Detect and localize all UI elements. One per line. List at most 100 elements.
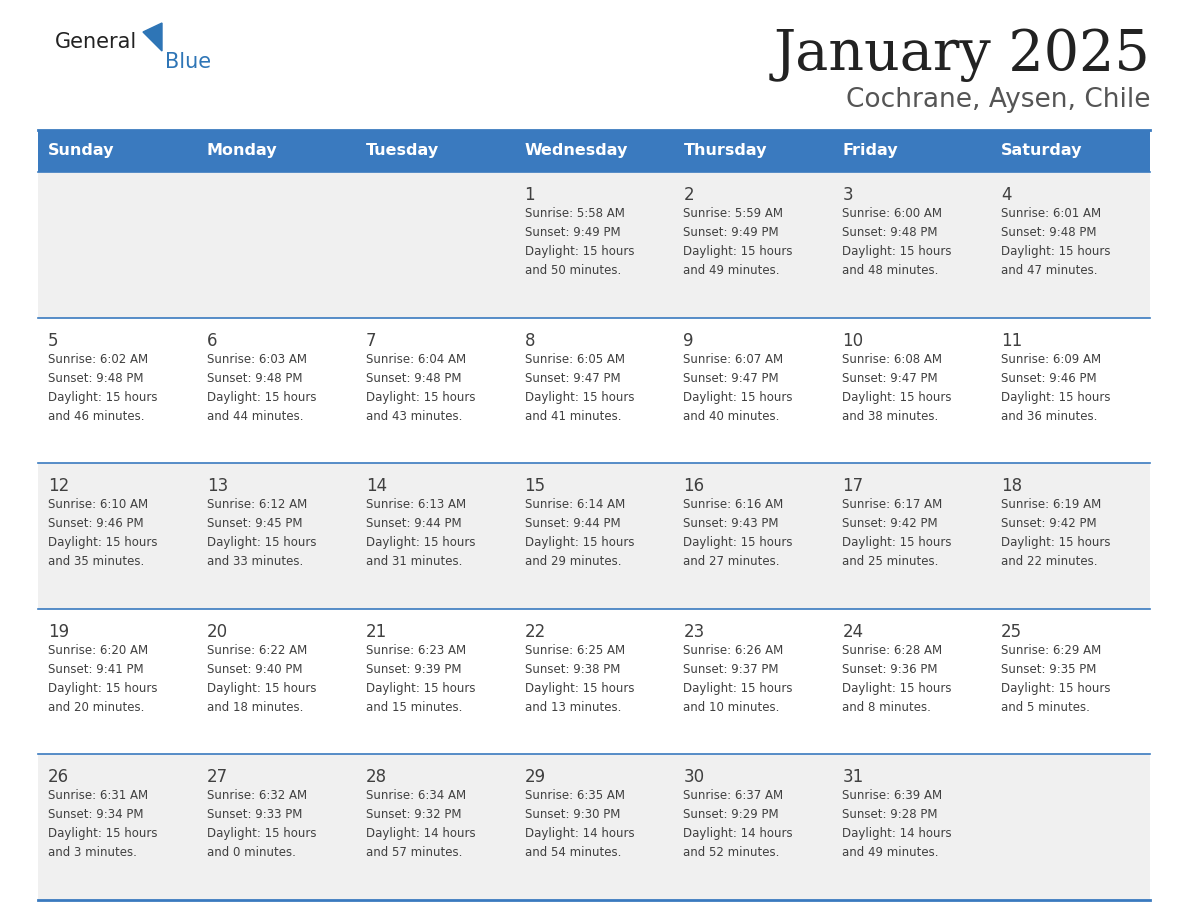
Text: and 35 minutes.: and 35 minutes. xyxy=(48,555,144,568)
Text: Sunset: 9:30 PM: Sunset: 9:30 PM xyxy=(525,809,620,822)
Text: and 49 minutes.: and 49 minutes. xyxy=(842,846,939,859)
Text: Friday: Friday xyxy=(842,143,898,159)
Text: Sunset: 9:47 PM: Sunset: 9:47 PM xyxy=(842,372,937,385)
Text: and 44 minutes.: and 44 minutes. xyxy=(207,409,303,422)
Text: and 40 minutes.: and 40 minutes. xyxy=(683,409,779,422)
Text: and 3 minutes.: and 3 minutes. xyxy=(48,846,137,859)
Text: Sunset: 9:44 PM: Sunset: 9:44 PM xyxy=(366,517,461,531)
Text: Daylight: 15 hours: Daylight: 15 hours xyxy=(842,245,952,258)
Text: Daylight: 15 hours: Daylight: 15 hours xyxy=(842,682,952,695)
Text: 8: 8 xyxy=(525,331,535,350)
Text: Daylight: 15 hours: Daylight: 15 hours xyxy=(683,245,792,258)
Text: Sunrise: 6:12 AM: Sunrise: 6:12 AM xyxy=(207,498,308,511)
Text: General: General xyxy=(55,32,138,52)
Text: Sunset: 9:48 PM: Sunset: 9:48 PM xyxy=(842,226,937,239)
Text: Sunrise: 6:13 AM: Sunrise: 6:13 AM xyxy=(366,498,466,511)
Text: and 8 minutes.: and 8 minutes. xyxy=(842,700,931,714)
Text: 31: 31 xyxy=(842,768,864,787)
Text: Thursday: Thursday xyxy=(683,143,767,159)
Text: Sunset: 9:49 PM: Sunset: 9:49 PM xyxy=(683,226,779,239)
Text: Daylight: 15 hours: Daylight: 15 hours xyxy=(207,390,316,404)
Text: Sunrise: 6:04 AM: Sunrise: 6:04 AM xyxy=(366,353,466,365)
Text: and 25 minutes.: and 25 minutes. xyxy=(842,555,939,568)
Text: 16: 16 xyxy=(683,477,704,495)
Text: Daylight: 15 hours: Daylight: 15 hours xyxy=(525,682,634,695)
Text: Daylight: 15 hours: Daylight: 15 hours xyxy=(1001,536,1111,549)
Text: Sunset: 9:46 PM: Sunset: 9:46 PM xyxy=(1001,372,1097,385)
Text: Sunrise: 6:39 AM: Sunrise: 6:39 AM xyxy=(842,789,942,802)
Text: Daylight: 15 hours: Daylight: 15 hours xyxy=(207,682,316,695)
Text: 25: 25 xyxy=(1001,622,1022,641)
Text: 7: 7 xyxy=(366,331,377,350)
Text: and 57 minutes.: and 57 minutes. xyxy=(366,846,462,859)
Text: and 5 minutes.: and 5 minutes. xyxy=(1001,700,1091,714)
Text: Daylight: 15 hours: Daylight: 15 hours xyxy=(207,827,316,840)
FancyBboxPatch shape xyxy=(38,172,1150,318)
Text: Daylight: 15 hours: Daylight: 15 hours xyxy=(207,536,316,549)
Text: and 18 minutes.: and 18 minutes. xyxy=(207,700,303,714)
Text: Daylight: 15 hours: Daylight: 15 hours xyxy=(366,390,475,404)
Polygon shape xyxy=(143,23,162,51)
Text: Sunrise: 6:07 AM: Sunrise: 6:07 AM xyxy=(683,353,784,365)
Text: 24: 24 xyxy=(842,622,864,641)
Text: Sunrise: 6:08 AM: Sunrise: 6:08 AM xyxy=(842,353,942,365)
Text: Blue: Blue xyxy=(165,52,211,72)
Text: Sunset: 9:42 PM: Sunset: 9:42 PM xyxy=(1001,517,1097,531)
Text: Sunset: 9:38 PM: Sunset: 9:38 PM xyxy=(525,663,620,676)
Text: Sunset: 9:48 PM: Sunset: 9:48 PM xyxy=(1001,226,1097,239)
Text: 30: 30 xyxy=(683,768,704,787)
Text: Sunset: 9:34 PM: Sunset: 9:34 PM xyxy=(48,809,144,822)
Text: and 46 minutes.: and 46 minutes. xyxy=(48,409,145,422)
Text: Sunrise: 6:09 AM: Sunrise: 6:09 AM xyxy=(1001,353,1101,365)
Text: 18: 18 xyxy=(1001,477,1022,495)
FancyBboxPatch shape xyxy=(38,464,1150,609)
Text: Sunrise: 6:25 AM: Sunrise: 6:25 AM xyxy=(525,644,625,656)
Text: and 43 minutes.: and 43 minutes. xyxy=(366,409,462,422)
Text: Daylight: 15 hours: Daylight: 15 hours xyxy=(366,536,475,549)
Text: 3: 3 xyxy=(842,186,853,204)
Text: and 29 minutes.: and 29 minutes. xyxy=(525,555,621,568)
Text: and 13 minutes.: and 13 minutes. xyxy=(525,700,621,714)
Text: 10: 10 xyxy=(842,331,864,350)
Text: Sunset: 9:39 PM: Sunset: 9:39 PM xyxy=(366,663,461,676)
Text: Daylight: 14 hours: Daylight: 14 hours xyxy=(366,827,475,840)
Text: Wednesday: Wednesday xyxy=(525,143,628,159)
Text: 28: 28 xyxy=(366,768,387,787)
Text: Sunrise: 6:23 AM: Sunrise: 6:23 AM xyxy=(366,644,466,656)
Text: Daylight: 15 hours: Daylight: 15 hours xyxy=(683,682,792,695)
Text: Sunrise: 6:00 AM: Sunrise: 6:00 AM xyxy=(842,207,942,220)
FancyBboxPatch shape xyxy=(38,609,1150,755)
Text: Cochrane, Aysen, Chile: Cochrane, Aysen, Chile xyxy=(846,87,1150,113)
Text: and 41 minutes.: and 41 minutes. xyxy=(525,409,621,422)
Text: Sunrise: 6:34 AM: Sunrise: 6:34 AM xyxy=(366,789,466,802)
Text: Daylight: 14 hours: Daylight: 14 hours xyxy=(683,827,794,840)
Text: Daylight: 15 hours: Daylight: 15 hours xyxy=(1001,682,1111,695)
Text: Daylight: 14 hours: Daylight: 14 hours xyxy=(842,827,952,840)
Text: January 2025: January 2025 xyxy=(773,28,1150,83)
Text: and 38 minutes.: and 38 minutes. xyxy=(842,409,939,422)
Text: Sunrise: 6:02 AM: Sunrise: 6:02 AM xyxy=(48,353,148,365)
Text: 4: 4 xyxy=(1001,186,1012,204)
Text: Sunrise: 6:01 AM: Sunrise: 6:01 AM xyxy=(1001,207,1101,220)
Text: and 22 minutes.: and 22 minutes. xyxy=(1001,555,1098,568)
Text: and 33 minutes.: and 33 minutes. xyxy=(207,555,303,568)
Text: Sunset: 9:36 PM: Sunset: 9:36 PM xyxy=(842,663,937,676)
Text: and 0 minutes.: and 0 minutes. xyxy=(207,846,296,859)
Text: 14: 14 xyxy=(366,477,387,495)
Text: Sunset: 9:43 PM: Sunset: 9:43 PM xyxy=(683,517,779,531)
Text: and 47 minutes.: and 47 minutes. xyxy=(1001,264,1098,277)
Text: Sunset: 9:48 PM: Sunset: 9:48 PM xyxy=(366,372,461,385)
Text: Sunrise: 6:32 AM: Sunrise: 6:32 AM xyxy=(207,789,307,802)
Text: 20: 20 xyxy=(207,622,228,641)
FancyBboxPatch shape xyxy=(38,755,1150,900)
Text: 2: 2 xyxy=(683,186,694,204)
Text: Sunset: 9:47 PM: Sunset: 9:47 PM xyxy=(683,372,779,385)
Text: Sunset: 9:28 PM: Sunset: 9:28 PM xyxy=(842,809,937,822)
Text: 6: 6 xyxy=(207,331,217,350)
Text: Sunrise: 6:31 AM: Sunrise: 6:31 AM xyxy=(48,789,148,802)
Text: and 10 minutes.: and 10 minutes. xyxy=(683,700,779,714)
Text: and 52 minutes.: and 52 minutes. xyxy=(683,846,779,859)
Text: Daylight: 15 hours: Daylight: 15 hours xyxy=(1001,390,1111,404)
Text: Saturday: Saturday xyxy=(1001,143,1082,159)
Text: 22: 22 xyxy=(525,622,545,641)
